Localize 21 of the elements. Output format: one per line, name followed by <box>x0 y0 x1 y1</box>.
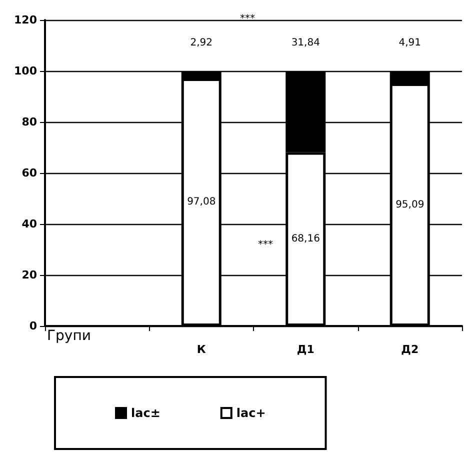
x-tick-label: К <box>196 343 206 356</box>
x-tick-label: Д2 <box>401 343 419 356</box>
x-tick-label: Д1 <box>296 343 314 356</box>
x-axis-title: Групи <box>47 328 91 344</box>
data-label: 68,16 <box>291 234 320 245</box>
y-tick-label: 40 <box>22 218 38 230</box>
y-tick-label: 60 <box>22 166 38 180</box>
y-tick-label: 120 <box>14 14 38 26</box>
y-tick-label: 100 <box>14 64 38 78</box>
y-tick-label: 80 <box>22 116 38 128</box>
annotation: *** <box>258 240 273 250</box>
annotation: *** <box>240 14 255 24</box>
data-label: 2,92 <box>190 38 213 48</box>
y-tick-label: 20 <box>22 268 38 282</box>
y-tick-label: 0 <box>29 320 38 332</box>
data-label: 4,91 <box>398 38 422 48</box>
legend-label: lac± <box>131 406 160 420</box>
data-label: 31,84 <box>291 38 320 48</box>
legend-label: lac+ <box>236 406 266 420</box>
data-label: 97,08 <box>187 196 216 208</box>
data-label: 95,09 <box>396 199 424 210</box>
